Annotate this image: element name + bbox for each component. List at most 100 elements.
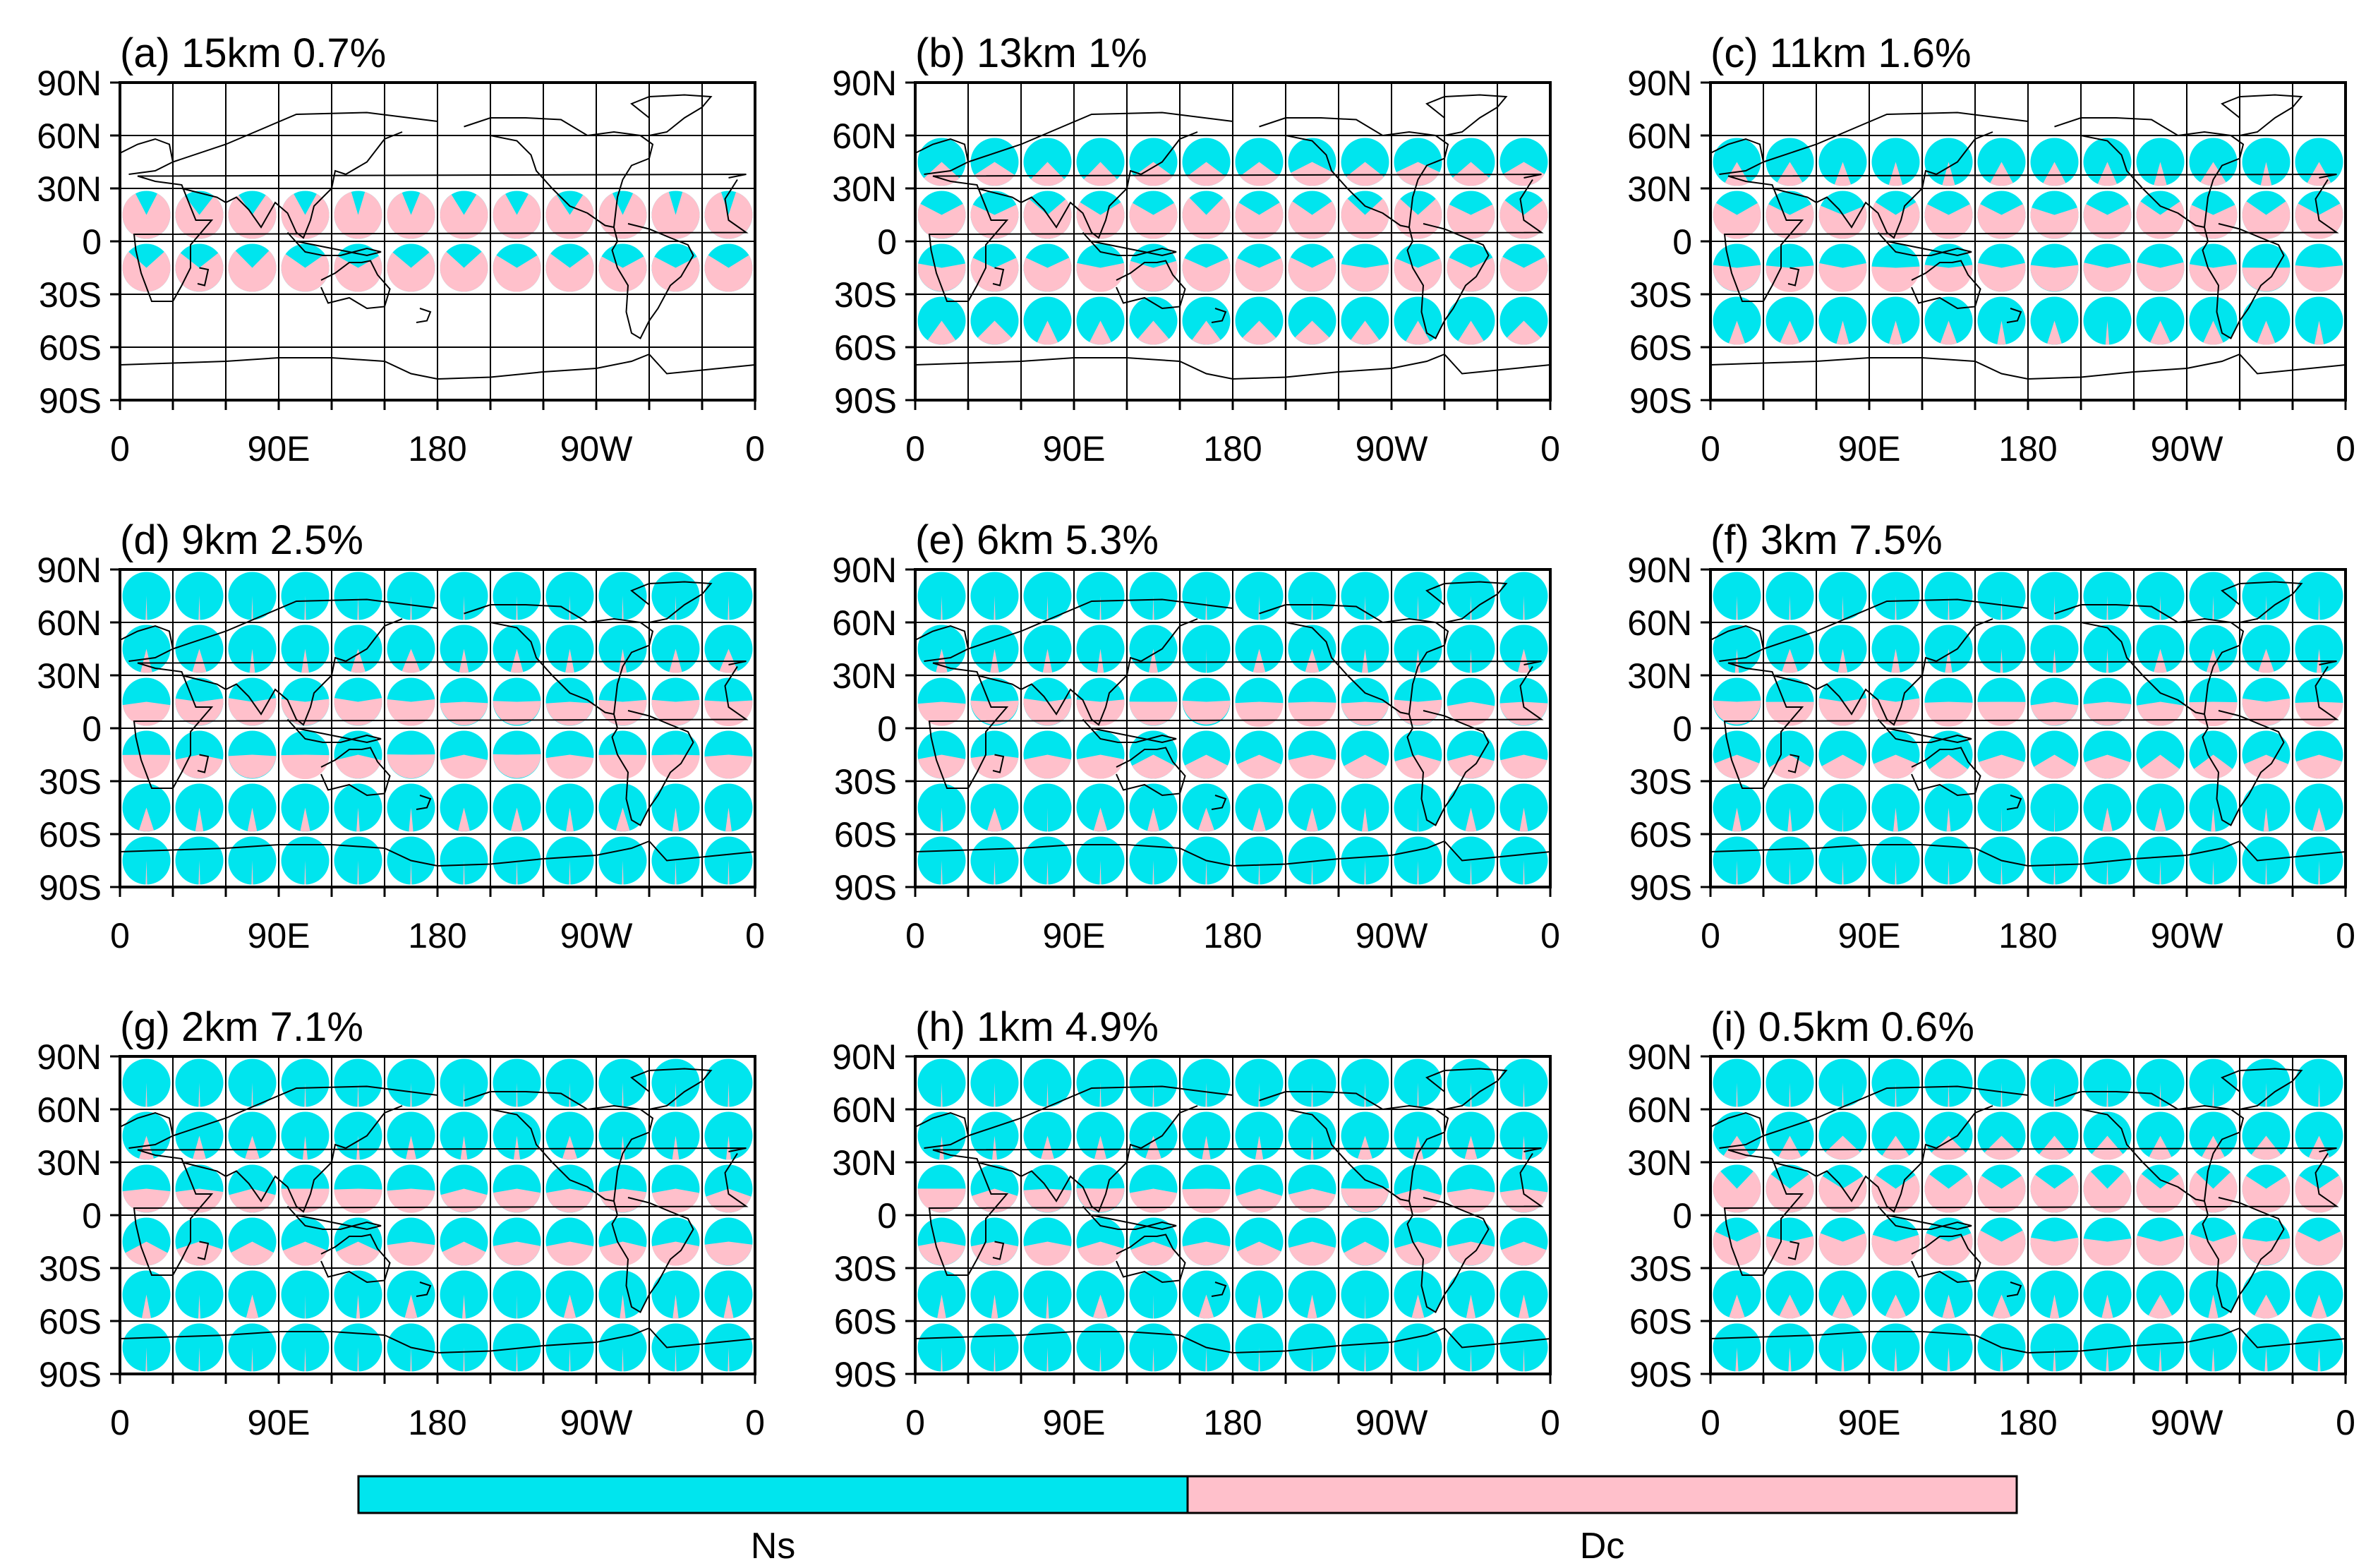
pie-slice-dc [493,701,541,725]
coastline [1787,754,1800,773]
pie-slice-dc [1394,258,1442,292]
pie-slice-dc [1458,320,1484,345]
pie-slice-dc [917,203,966,239]
pie-slice-dc [1470,1082,1472,1107]
y-tick-label: 0 [877,222,897,262]
pie-slice-dc [1411,1294,1425,1319]
pie-slice-dc [622,860,624,885]
pie-slice-dc [1396,162,1440,186]
x-tick-label: 0 [1701,916,1720,955]
x-tick-label: 180 [1998,429,2057,469]
y-tick-label: 90S [834,381,897,421]
pie-slice-dc [2255,1294,2278,1319]
pie-slice-dc [356,1294,361,1319]
pie-slice-dc [440,194,488,239]
coastline [416,308,432,323]
pie-slice-dc [1083,162,1118,186]
y-tick-label: 60N [37,116,102,156]
pie-slice-dc [1997,320,2006,345]
coastline [286,718,382,744]
pie-slice-dc [1519,807,1528,832]
pie-slice-dc [1291,162,1334,186]
pie-slice-dc [917,1188,966,1213]
coastline [1710,625,1765,662]
pie-slice-dc [2317,1347,2321,1372]
pie-slice-dc [1977,204,2026,239]
pie-slice-dc [1873,754,1918,779]
pie-slice-dc [1946,807,1951,832]
pie-slice-dc [1977,1176,2026,1213]
pie-slice-dc [2212,1082,2214,1107]
pie-slice-dc [1519,1294,1529,1319]
pie-slice-dc [2295,754,2343,779]
pie-slice-dc [1152,596,1154,620]
pie-slice-dc [281,699,330,726]
pie-slice-dc [2208,1294,2219,1319]
pie-slice-dc [1789,860,1791,885]
pie-slice-dc [1255,1135,1264,1160]
pie-slice-dc [704,192,753,239]
pie-slice-dc [1046,860,1049,885]
pie-slice-dc [192,649,207,673]
pie-slice-dc [1137,320,1169,345]
pie-slice-dc [493,754,541,778]
pie-slice-dc [2083,204,2132,239]
pie-slice-dc [1042,649,1053,673]
pie-slice-dc [1894,1347,1897,1372]
coastline [1425,94,1508,136]
panel-title-h: (h) 1km 4.9% [915,1004,1159,1050]
pie-slice-dc [1129,701,1178,726]
coastline [119,353,756,380]
pie-slice-dc [2149,1135,2172,1160]
pie-slice-dc [229,1188,276,1213]
coastline [119,1111,174,1149]
pie-slice-dc [2000,1082,2003,1107]
pie-slice-dc [387,1241,435,1266]
pie-slice-dc [1205,1347,1207,1372]
pie-slice-dc [1358,1135,1372,1160]
pie-slice-dc [1288,201,1336,239]
pie-slice-dc [2202,1135,2225,1160]
pie-slice-dc [994,1347,996,1372]
coastline [977,131,1198,239]
pie-slice-dc [2052,649,2057,673]
pie-slice-dc [1182,198,1231,239]
pie-slice-dc [1129,260,1178,292]
coastline [1772,1105,1993,1213]
coastlines [915,581,1551,867]
pie-slice-dc [1834,162,1852,186]
pie-slice-dc [2212,596,2214,620]
pie-slice-dc [1076,1188,1125,1212]
pie-slice-dc [516,1082,518,1107]
coastline [1911,1234,1981,1284]
pie-slice-dc [138,807,155,832]
coastline [1710,353,2346,380]
coastline [2221,1068,2303,1110]
pie-slice-dc [301,649,309,673]
pie-slice-dc [1895,596,1897,620]
pie-slice-dc [247,807,258,832]
x-tick-label: 90W [560,1403,634,1442]
pie-slice-dc [1288,257,1336,292]
coastline [1723,661,2339,789]
pie-slice-dc [1871,698,1920,726]
y-tick-label: 60N [832,116,897,156]
coastline [286,1205,382,1231]
coastlines [1710,581,2346,867]
pie-slice-dc [1311,596,1313,620]
pie-slice-dc [1364,860,1366,885]
pie-slice-dc [1871,266,1920,293]
coastline [1763,1085,2029,1137]
pie-slice-dc [1364,596,1366,620]
coastline [915,840,1551,867]
gridlines [120,569,755,887]
pie-slice-dc [1192,320,1221,345]
pie-slice-dc [493,1241,541,1266]
pie-slice-dc [281,1188,330,1213]
pie-slice-dc [2141,754,2180,779]
pie-slice-dc [1185,754,1228,779]
pie-slice-dc [917,701,966,726]
pie-slice-dc [1077,1241,1124,1266]
